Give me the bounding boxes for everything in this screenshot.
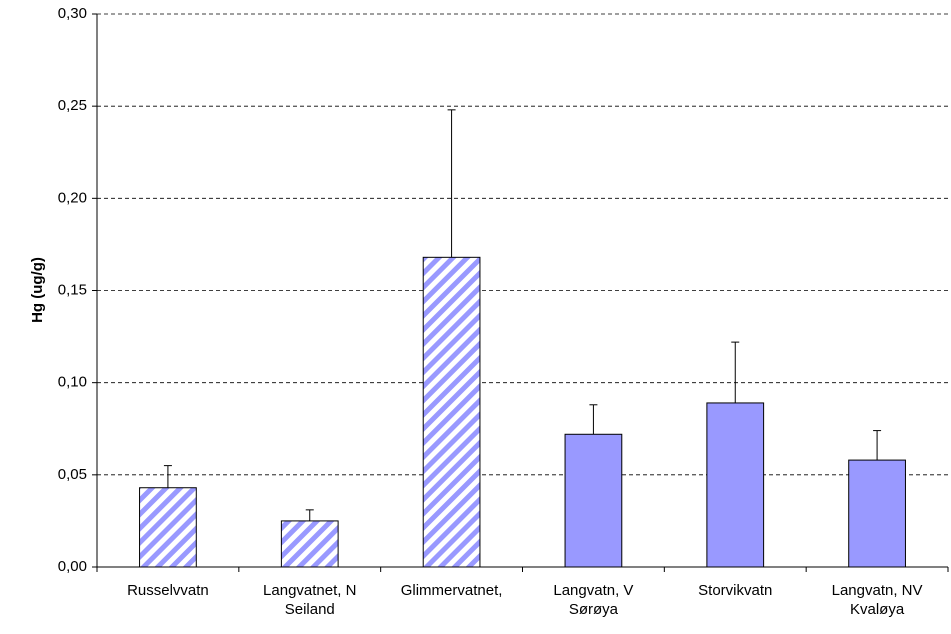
x-tick-label: Glimmervatnet, [401,582,503,599]
x-tick-label: Langvatn, NV Kvaløya [832,582,923,618]
bar [139,487,197,568]
y-tick-label: 0,10 [58,374,87,391]
x-tick-label-line: Glimmervatnet, [401,582,503,599]
y-tick-label: 0,00 [58,558,87,575]
y-tick-label: 0,05 [58,466,87,483]
x-tick-label-line: Seiland [285,601,335,618]
x-tick-label: Langvatnet, N Seiland [263,582,356,618]
bar [848,459,906,568]
x-tick-label-line: Langvatn, NV [832,582,923,599]
x-tick-label-line: Langvatnet, N [263,582,356,599]
y-tick-label: 0,15 [58,281,87,298]
y-tick-label: 0,20 [58,189,87,206]
bar [564,433,623,568]
bar [280,520,339,568]
y-tick-label: 0,30 [58,5,87,22]
x-tick-label: Langvatn, V Sørøya [553,582,633,618]
x-tick-label: Storvikvatn [698,582,772,599]
x-tick-label-line: Russelvvatn [127,582,209,599]
x-tick-label-line: Sørøya [569,601,619,618]
x-tick-label-line: Langvatn, V [553,582,633,599]
bar [422,256,481,568]
y-axis-label: Hg (ug/g) [29,257,46,323]
x-tick-label: Russelvvatn [127,582,209,599]
bar [706,402,765,568]
x-tick-label-line: Storvikvatn [698,582,772,599]
x-tick-label-line: Kvaløya [850,601,905,618]
y-tick-label: 0,25 [58,97,87,114]
